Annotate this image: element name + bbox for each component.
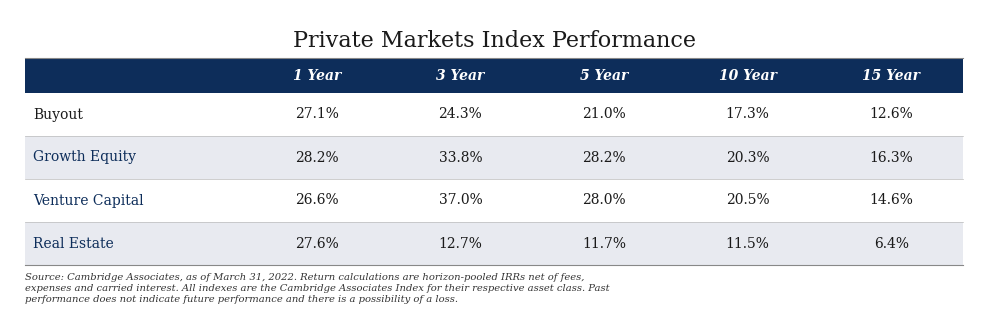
Text: 28.2%: 28.2% xyxy=(582,150,625,164)
Text: 14.6%: 14.6% xyxy=(869,194,913,207)
Text: Buyout: Buyout xyxy=(33,108,83,122)
Text: 27.1%: 27.1% xyxy=(294,108,339,122)
Bar xyxy=(25,58,963,93)
Text: 12.6%: 12.6% xyxy=(869,108,913,122)
Text: 26.6%: 26.6% xyxy=(295,194,339,207)
Text: Private Markets Index Performance: Private Markets Index Performance xyxy=(292,30,696,52)
Bar xyxy=(25,179,963,222)
Text: 10 Year: 10 Year xyxy=(718,68,777,83)
Text: 17.3%: 17.3% xyxy=(725,108,770,122)
Text: 33.8%: 33.8% xyxy=(439,150,482,164)
Text: 28.0%: 28.0% xyxy=(582,194,625,207)
Text: Venture Capital: Venture Capital xyxy=(33,194,143,207)
Text: 21.0%: 21.0% xyxy=(582,108,625,122)
Text: 20.5%: 20.5% xyxy=(726,194,770,207)
Text: 20.3%: 20.3% xyxy=(726,150,770,164)
Text: 37.0%: 37.0% xyxy=(439,194,482,207)
Bar xyxy=(25,93,963,136)
Text: 1 Year: 1 Year xyxy=(292,68,341,83)
Text: 27.6%: 27.6% xyxy=(295,236,339,251)
Bar xyxy=(25,136,963,179)
Text: 24.3%: 24.3% xyxy=(439,108,482,122)
Text: 12.7%: 12.7% xyxy=(439,236,482,251)
Text: 16.3%: 16.3% xyxy=(869,150,913,164)
Text: 6.4%: 6.4% xyxy=(873,236,909,251)
Text: 3 Year: 3 Year xyxy=(437,68,484,83)
Text: 11.7%: 11.7% xyxy=(582,236,626,251)
Text: Real Estate: Real Estate xyxy=(33,236,114,251)
Text: 11.5%: 11.5% xyxy=(725,236,770,251)
Text: performance does not indicate future performance and there is a possibility of a: performance does not indicate future per… xyxy=(25,295,458,304)
Text: Growth Equity: Growth Equity xyxy=(33,150,136,164)
Bar xyxy=(25,222,963,265)
Text: Source: Cambridge Associates, as of March 31, 2022. Return calculations are hori: Source: Cambridge Associates, as of Marc… xyxy=(25,273,584,282)
Text: expenses and carried interest. All indexes are the Cambridge Associates Index fo: expenses and carried interest. All index… xyxy=(25,284,610,293)
Text: 15 Year: 15 Year xyxy=(863,68,920,83)
Text: 5 Year: 5 Year xyxy=(580,68,628,83)
Text: 28.2%: 28.2% xyxy=(295,150,339,164)
